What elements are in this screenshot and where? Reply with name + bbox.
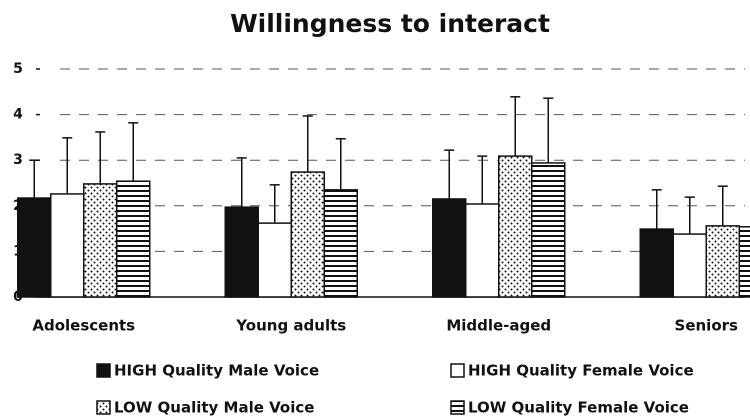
bar <box>531 162 566 298</box>
legend-label: HIGH Quality Female Voice <box>468 362 694 380</box>
legend-swatch <box>450 400 465 415</box>
legend-label: LOW Quality Female Voice <box>468 399 689 417</box>
legend-label: LOW Quality Male Voice <box>114 399 314 417</box>
bar <box>257 222 292 298</box>
bar <box>705 225 740 298</box>
x-tick-label: Young adults <box>235 317 346 335</box>
legend-swatch <box>96 363 111 378</box>
bar <box>672 233 707 298</box>
bar <box>224 206 259 298</box>
y-tick-label: 4 <box>13 107 23 123</box>
bar <box>432 198 467 298</box>
bar <box>738 226 750 298</box>
bar <box>50 193 85 298</box>
y-tick-label: 5 <box>13 61 23 77</box>
x-tick-label: Seniors <box>675 317 738 335</box>
bar <box>498 155 533 298</box>
bar <box>83 183 118 298</box>
bar <box>116 180 151 298</box>
x-tick-label: Adolescents <box>32 317 135 335</box>
bar <box>17 197 52 298</box>
bar <box>639 228 674 298</box>
chart-title: Willingness to interact <box>230 9 550 38</box>
bar <box>290 171 325 298</box>
x-tick-label: Middle-aged <box>446 317 551 335</box>
legend-label: HIGH Quality Male Voice <box>114 362 319 380</box>
bar <box>323 189 358 298</box>
legend-swatch <box>450 363 465 378</box>
legend-swatch <box>96 400 111 415</box>
y-tick-label: 3 <box>13 152 23 168</box>
bar <box>465 203 500 298</box>
